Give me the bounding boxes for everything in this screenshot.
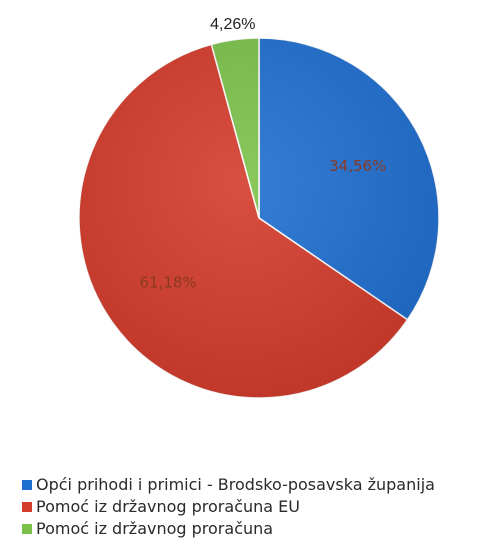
legend-swatch-1: [22, 480, 32, 490]
legend-item-3: Pomoć iz državnog proračuna: [22, 518, 435, 540]
legend-label-3: Pomoć iz državnog proračuna: [36, 519, 274, 538]
slice-data-label-2: 61,18%: [139, 274, 196, 292]
chart-legend: Opći prihodi i primici - Brodsko-posavsk…: [22, 474, 435, 540]
slice-data-label-3: 4,26%: [210, 16, 255, 33]
legend-label-1: Opći prihodi i primici - Brodsko-posavsk…: [36, 475, 435, 494]
legend-item-2: Pomoć iz državnog proračuna EU: [22, 496, 435, 518]
legend-item-1: Opći prihodi i primici - Brodsko-posavsk…: [22, 474, 435, 496]
legend-swatch-3: [22, 524, 32, 534]
pie-chart-canvas: 34,56% 61,18% 4,26%: [78, 16, 440, 399]
legend-label-2: Pomoć iz državnog proračuna EU: [36, 497, 300, 516]
slice-data-label-1: 34,56%: [329, 157, 386, 175]
legend-swatch-2: [22, 502, 32, 512]
